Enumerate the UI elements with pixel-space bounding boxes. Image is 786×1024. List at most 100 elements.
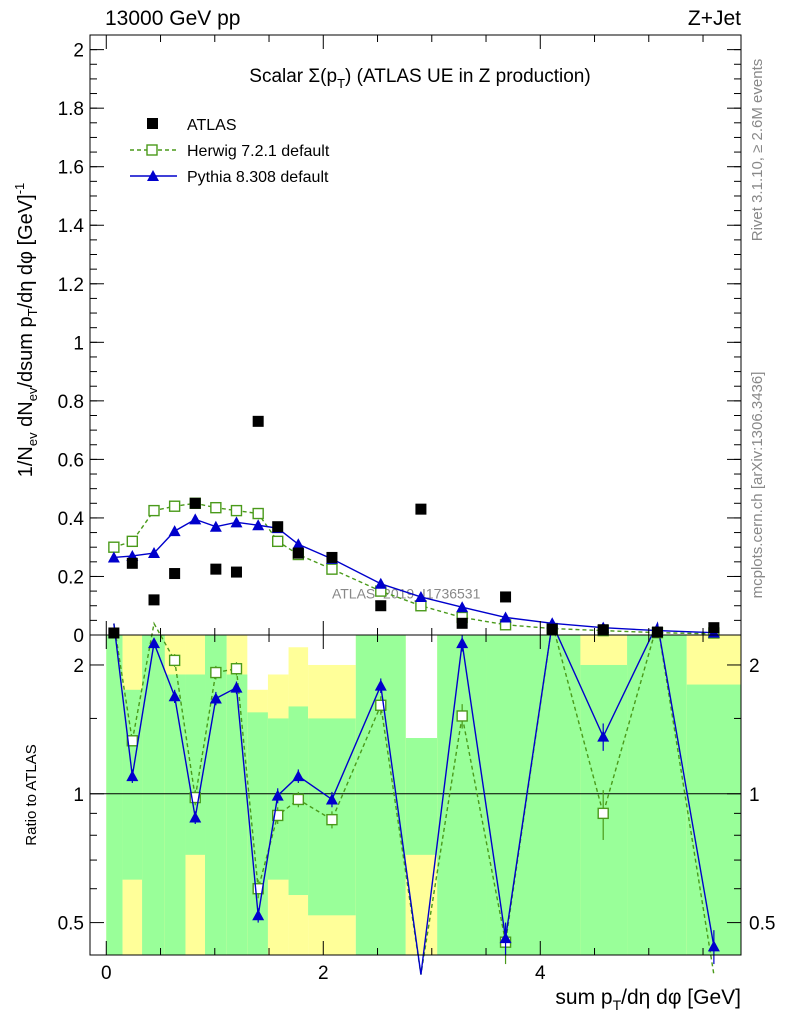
main-ytick-label-10: 2	[73, 41, 84, 62]
main-point-atlas-6	[230, 566, 242, 578]
main-point-herwig-12	[415, 600, 427, 612]
ratio-point-pythia-18	[707, 940, 720, 952]
main-ytick-label-8: 1.6	[58, 158, 84, 179]
ratio-point-herwig-6	[230, 663, 243, 675]
legend: ATLAS Herwig 7.2.1 default Pythia 8.308 …	[130, 117, 330, 186]
analysis-watermark: ATLAS_2019_I1736531	[332, 585, 481, 601]
ratio-band-green-6	[226, 674, 248, 955]
main-point-pythia-13	[456, 601, 469, 613]
main-point-pythia-6	[230, 516, 243, 528]
main-ytick-label-3: 0.6	[58, 450, 84, 471]
ratio-point-pythia-9	[292, 770, 305, 782]
ratio-band-green-4	[185, 674, 206, 855]
main-point-herwig-7	[252, 507, 264, 520]
legend-herwig-label: Herwig 7.2.1 default	[187, 143, 330, 160]
main-point-herwig-8	[272, 535, 284, 548]
ratio-band-green-18	[686, 684, 741, 955]
xtick-label-2: 4	[535, 963, 546, 984]
main-point-atlas-13	[456, 617, 468, 629]
ratio-ytick-label-left-2: 2	[73, 656, 84, 677]
main-point-atlas-11	[375, 600, 387, 612]
rivet-version-label: Rivet 3.1.10, ≥ 2.6M events	[749, 59, 766, 242]
main-point-pythia-3	[168, 525, 181, 537]
ratio-ytick-label-right-2: 2	[749, 656, 760, 677]
main-y-axis-label: 1/Nev dNev/dsum pT/dη dφ [GeV]-1	[12, 183, 40, 478]
main-point-herwig-3	[168, 500, 181, 512]
ratio-point-herwig-4	[189, 791, 201, 804]
main-point-atlas-12	[415, 503, 427, 515]
ratio-point-herwig-16	[597, 807, 609, 820]
main-point-atlas-1	[126, 557, 138, 569]
ratio-point-pythia-6	[230, 681, 243, 693]
ratio-point-pythia-14	[499, 932, 512, 944]
ratio-point-pythia-2	[148, 637, 161, 649]
ratio-plot-frame	[89, 634, 742, 956]
ratio-ytick-label-left-1: 1	[73, 785, 84, 806]
ratio-band-green-2	[142, 635, 165, 955]
ratio-point-pythia-11	[374, 679, 387, 691]
ylabel-part-1: 1/N	[15, 446, 37, 477]
ratio-point-herwig-1	[126, 735, 139, 747]
main-point-atlas-10	[326, 551, 338, 563]
main-point-atlas-16	[597, 624, 609, 636]
ratio-band-green-14	[486, 635, 524, 955]
header-energy-label: 13000 GeV pp	[105, 7, 240, 30]
main-point-pythia-0	[107, 551, 120, 563]
main-point-herwig-6	[230, 504, 243, 517]
xlabel-subscript: T	[613, 997, 622, 1013]
main-ytick-label-0: 0	[73, 626, 84, 647]
ratio-point-herwig-13	[456, 710, 468, 722]
main-ytick-label-5: 1	[73, 333, 84, 354]
main-point-atlas-4	[189, 497, 201, 509]
main-ytick-label-4: 0.8	[58, 392, 84, 413]
header-process-label: Z+Jet	[688, 7, 741, 30]
main-point-herwig-1	[126, 535, 139, 548]
ratio-y-axis: 0.5 0.5 1 1 2 2	[58, 656, 776, 935]
ratio-point-herwig-10	[326, 813, 338, 826]
main-ytick-label-9: 1.8	[58, 99, 84, 120]
main-ytick-label-6: 1.2	[58, 275, 84, 296]
ratio-point-pythia-16	[597, 730, 610, 742]
ratio-point-herwig-8	[272, 809, 284, 822]
ratio-point-pythia-8	[271, 789, 284, 801]
ratio-uncertainty-bands	[106, 635, 741, 955]
main-point-pythia-12	[414, 590, 427, 602]
ratio-band-green-0	[106, 635, 123, 955]
main-point-pythia-5	[209, 520, 222, 532]
legend-atlas-marker	[147, 118, 158, 129]
main-point-atlas-5	[210, 563, 222, 575]
ylabel-part-3: /dsum p	[15, 316, 37, 387]
ratio-band-green-3	[164, 674, 186, 955]
xtick-label-1: 2	[318, 963, 329, 984]
main-ytick-label-7: 1.4	[58, 216, 85, 237]
ratio-point-pythia-4	[189, 811, 202, 823]
ratio-point-pythia-10	[325, 793, 338, 805]
ratio-band-green-13	[437, 635, 487, 955]
main-point-atlas-18	[708, 622, 720, 634]
main-line-pythia	[113, 518, 714, 634]
ratio-ytick-label-right-1: 1	[749, 785, 760, 806]
main-point-atlas-8	[272, 521, 284, 533]
main-point-atlas-9	[292, 547, 304, 559]
ylabel-sub-1: ev	[25, 432, 40, 446]
ylabel-superscript: -1	[12, 183, 27, 195]
xlabel-part-1: sum p	[555, 986, 612, 1009]
main-ytick-label-1: 0.2	[58, 567, 84, 588]
x-axis: 0 2 4	[101, 35, 704, 984]
main-series-layer	[107, 415, 720, 639]
main-point-atlas-2	[148, 594, 160, 606]
main-point-atlas-15	[546, 623, 558, 635]
ylabel-sub-2: ev	[25, 387, 40, 401]
ylabel-sub-3: T	[25, 308, 40, 316]
plot-title: Scalar Σ(pT) (ATLAS UE in Z production)	[249, 66, 590, 91]
main-point-atlas-0	[108, 627, 120, 639]
ratio-point-herwig-5	[210, 666, 222, 679]
legend-atlas-label: ATLAS	[187, 117, 237, 134]
x-axis-label: sum pT/dη dφ [GeV]	[555, 986, 741, 1013]
main-point-herwig-0	[108, 541, 120, 553]
title-subscript: T	[337, 76, 345, 91]
ratio-band-green-12	[405, 738, 438, 855]
ratio-band-green-15	[524, 635, 581, 955]
main-point-herwig-10	[326, 563, 338, 575]
